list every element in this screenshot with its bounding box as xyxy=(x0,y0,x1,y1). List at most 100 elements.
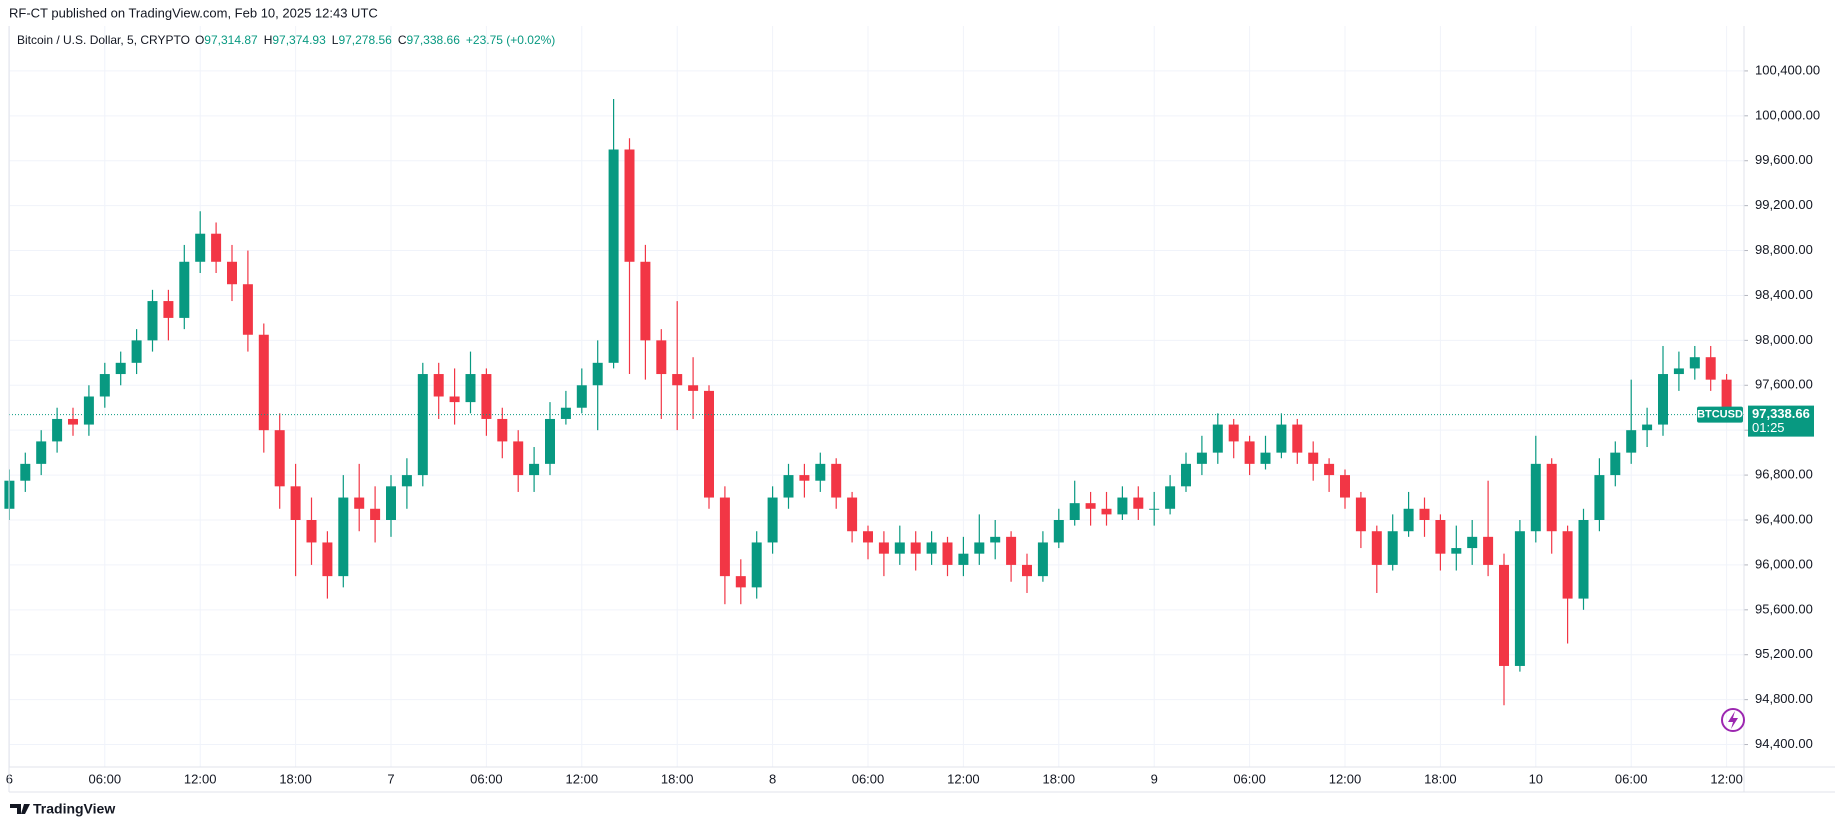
alert-icon[interactable] xyxy=(1721,708,1745,732)
candle-body xyxy=(545,418,555,464)
ohlc-value: 97,314.87 xyxy=(204,33,258,47)
x-tick-label: 12:00 xyxy=(947,771,980,786)
candle-body xyxy=(36,441,47,464)
candle-body xyxy=(958,553,969,565)
x-tick-label: 18:00 xyxy=(1424,771,1457,786)
y-tick-label: 98,000.00 xyxy=(1755,332,1813,347)
candle-body xyxy=(1324,463,1335,476)
countdown-text: 01:25 xyxy=(1752,420,1785,435)
candle-body xyxy=(99,374,110,397)
alert-circle[interactable] xyxy=(1721,708,1745,732)
candle-body xyxy=(1387,531,1398,565)
candle-body xyxy=(783,475,794,498)
y-tick-label: 95,600.00 xyxy=(1755,601,1813,616)
x-tick-label: 7 xyxy=(387,771,394,786)
candle-body xyxy=(1276,424,1287,453)
x-tick-label: 12:00 xyxy=(1329,771,1362,786)
y-tick-label: 96,000.00 xyxy=(1755,556,1813,571)
candle-body xyxy=(735,576,746,588)
legend: Bitcoin / U.S. Dollar, 5, CRYPTO O 97,314.… xyxy=(17,33,555,47)
candle-body xyxy=(910,542,921,554)
y-tick-label: 98,400.00 xyxy=(1755,287,1813,302)
candle-body xyxy=(1037,542,1048,577)
candle-body xyxy=(1642,424,1653,431)
candle-body xyxy=(83,396,94,425)
candle-body xyxy=(513,441,524,476)
candle-body xyxy=(1419,508,1430,520)
candle-body xyxy=(767,497,778,543)
y-tick-label: 99,200.00 xyxy=(1755,197,1813,212)
x-tick-label: 06:00 xyxy=(1233,771,1266,786)
candle-body xyxy=(1196,452,1207,464)
candle-body xyxy=(1133,497,1144,509)
candle-body xyxy=(1403,508,1414,532)
change: +23.75 (+0.02%) xyxy=(466,33,555,47)
candle-body xyxy=(624,149,635,262)
candle-body xyxy=(242,284,253,335)
x-tick-label: 12:00 xyxy=(1710,771,1743,786)
candle-body xyxy=(672,374,683,386)
symbol-tag xyxy=(1697,406,1743,423)
candle-body xyxy=(974,542,985,554)
candle-body xyxy=(1578,520,1589,599)
candle-body xyxy=(1069,503,1080,520)
candle-body xyxy=(1292,424,1303,453)
y-tick-label: 97,600.00 xyxy=(1755,377,1813,392)
x-tick-label: 06:00 xyxy=(470,771,503,786)
candle-body xyxy=(1705,357,1716,380)
alert-bolt[interactable] xyxy=(1728,711,1738,729)
y-tick-label: 95,200.00 xyxy=(1755,646,1813,661)
candle-body xyxy=(878,542,889,554)
candle-body xyxy=(1435,520,1446,554)
candle-body xyxy=(354,497,365,509)
y-tick-label: 99,600.00 xyxy=(1755,152,1813,167)
candle-body xyxy=(465,374,476,403)
x-tick-label: 9 xyxy=(1151,771,1158,786)
price-tag xyxy=(1748,405,1814,437)
candle-body xyxy=(1355,497,1366,532)
candle-body xyxy=(1117,497,1128,515)
candle-body xyxy=(529,463,540,476)
x-tick-label: 8 xyxy=(769,771,776,786)
candle-body xyxy=(1006,536,1017,565)
axes: 94,400.00 94,800.00 95,200.00 95,600.00 96,0… xyxy=(6,62,1820,786)
candle-body xyxy=(131,340,142,363)
candle-body xyxy=(1165,486,1176,509)
candle-body xyxy=(306,520,317,543)
candle-body xyxy=(1689,357,1700,369)
x-tick-label: 12:00 xyxy=(184,771,217,786)
candle-body xyxy=(417,374,428,476)
ohlc-value: 97,374.93 xyxy=(272,33,326,47)
candle-body xyxy=(719,497,730,577)
x-tick-label: 18:00 xyxy=(661,771,694,786)
candle-body xyxy=(20,463,31,481)
candle-body xyxy=(1483,536,1494,565)
candle-body xyxy=(1371,531,1382,565)
candle-body xyxy=(926,542,937,554)
candle-body xyxy=(592,362,603,386)
candle-body xyxy=(163,301,174,318)
candle-body xyxy=(211,233,222,262)
candle-body xyxy=(1212,424,1223,453)
candle-body xyxy=(1499,564,1509,666)
candle-body xyxy=(370,508,381,520)
candle-body xyxy=(656,340,667,375)
candle-body xyxy=(751,542,762,588)
candle-body xyxy=(831,463,842,498)
candle-body xyxy=(576,385,587,408)
price-tag-text: 97,338.66 xyxy=(1752,406,1810,421)
y-tick-label: 94,400.00 xyxy=(1755,736,1813,751)
x-tick-label: 06:00 xyxy=(852,771,885,786)
candle-body xyxy=(1085,503,1096,509)
logo: TradingView xyxy=(10,801,115,817)
candle-body xyxy=(1721,379,1732,415)
candle-body xyxy=(115,362,126,375)
candle-body xyxy=(1244,441,1255,464)
candle-body xyxy=(433,374,444,397)
published-note: RF-CT published on TradingView.com, Feb … xyxy=(9,5,378,20)
candle-body xyxy=(847,497,858,532)
x-tick-label: 06:00 xyxy=(1615,771,1648,786)
candle-body xyxy=(863,531,873,543)
